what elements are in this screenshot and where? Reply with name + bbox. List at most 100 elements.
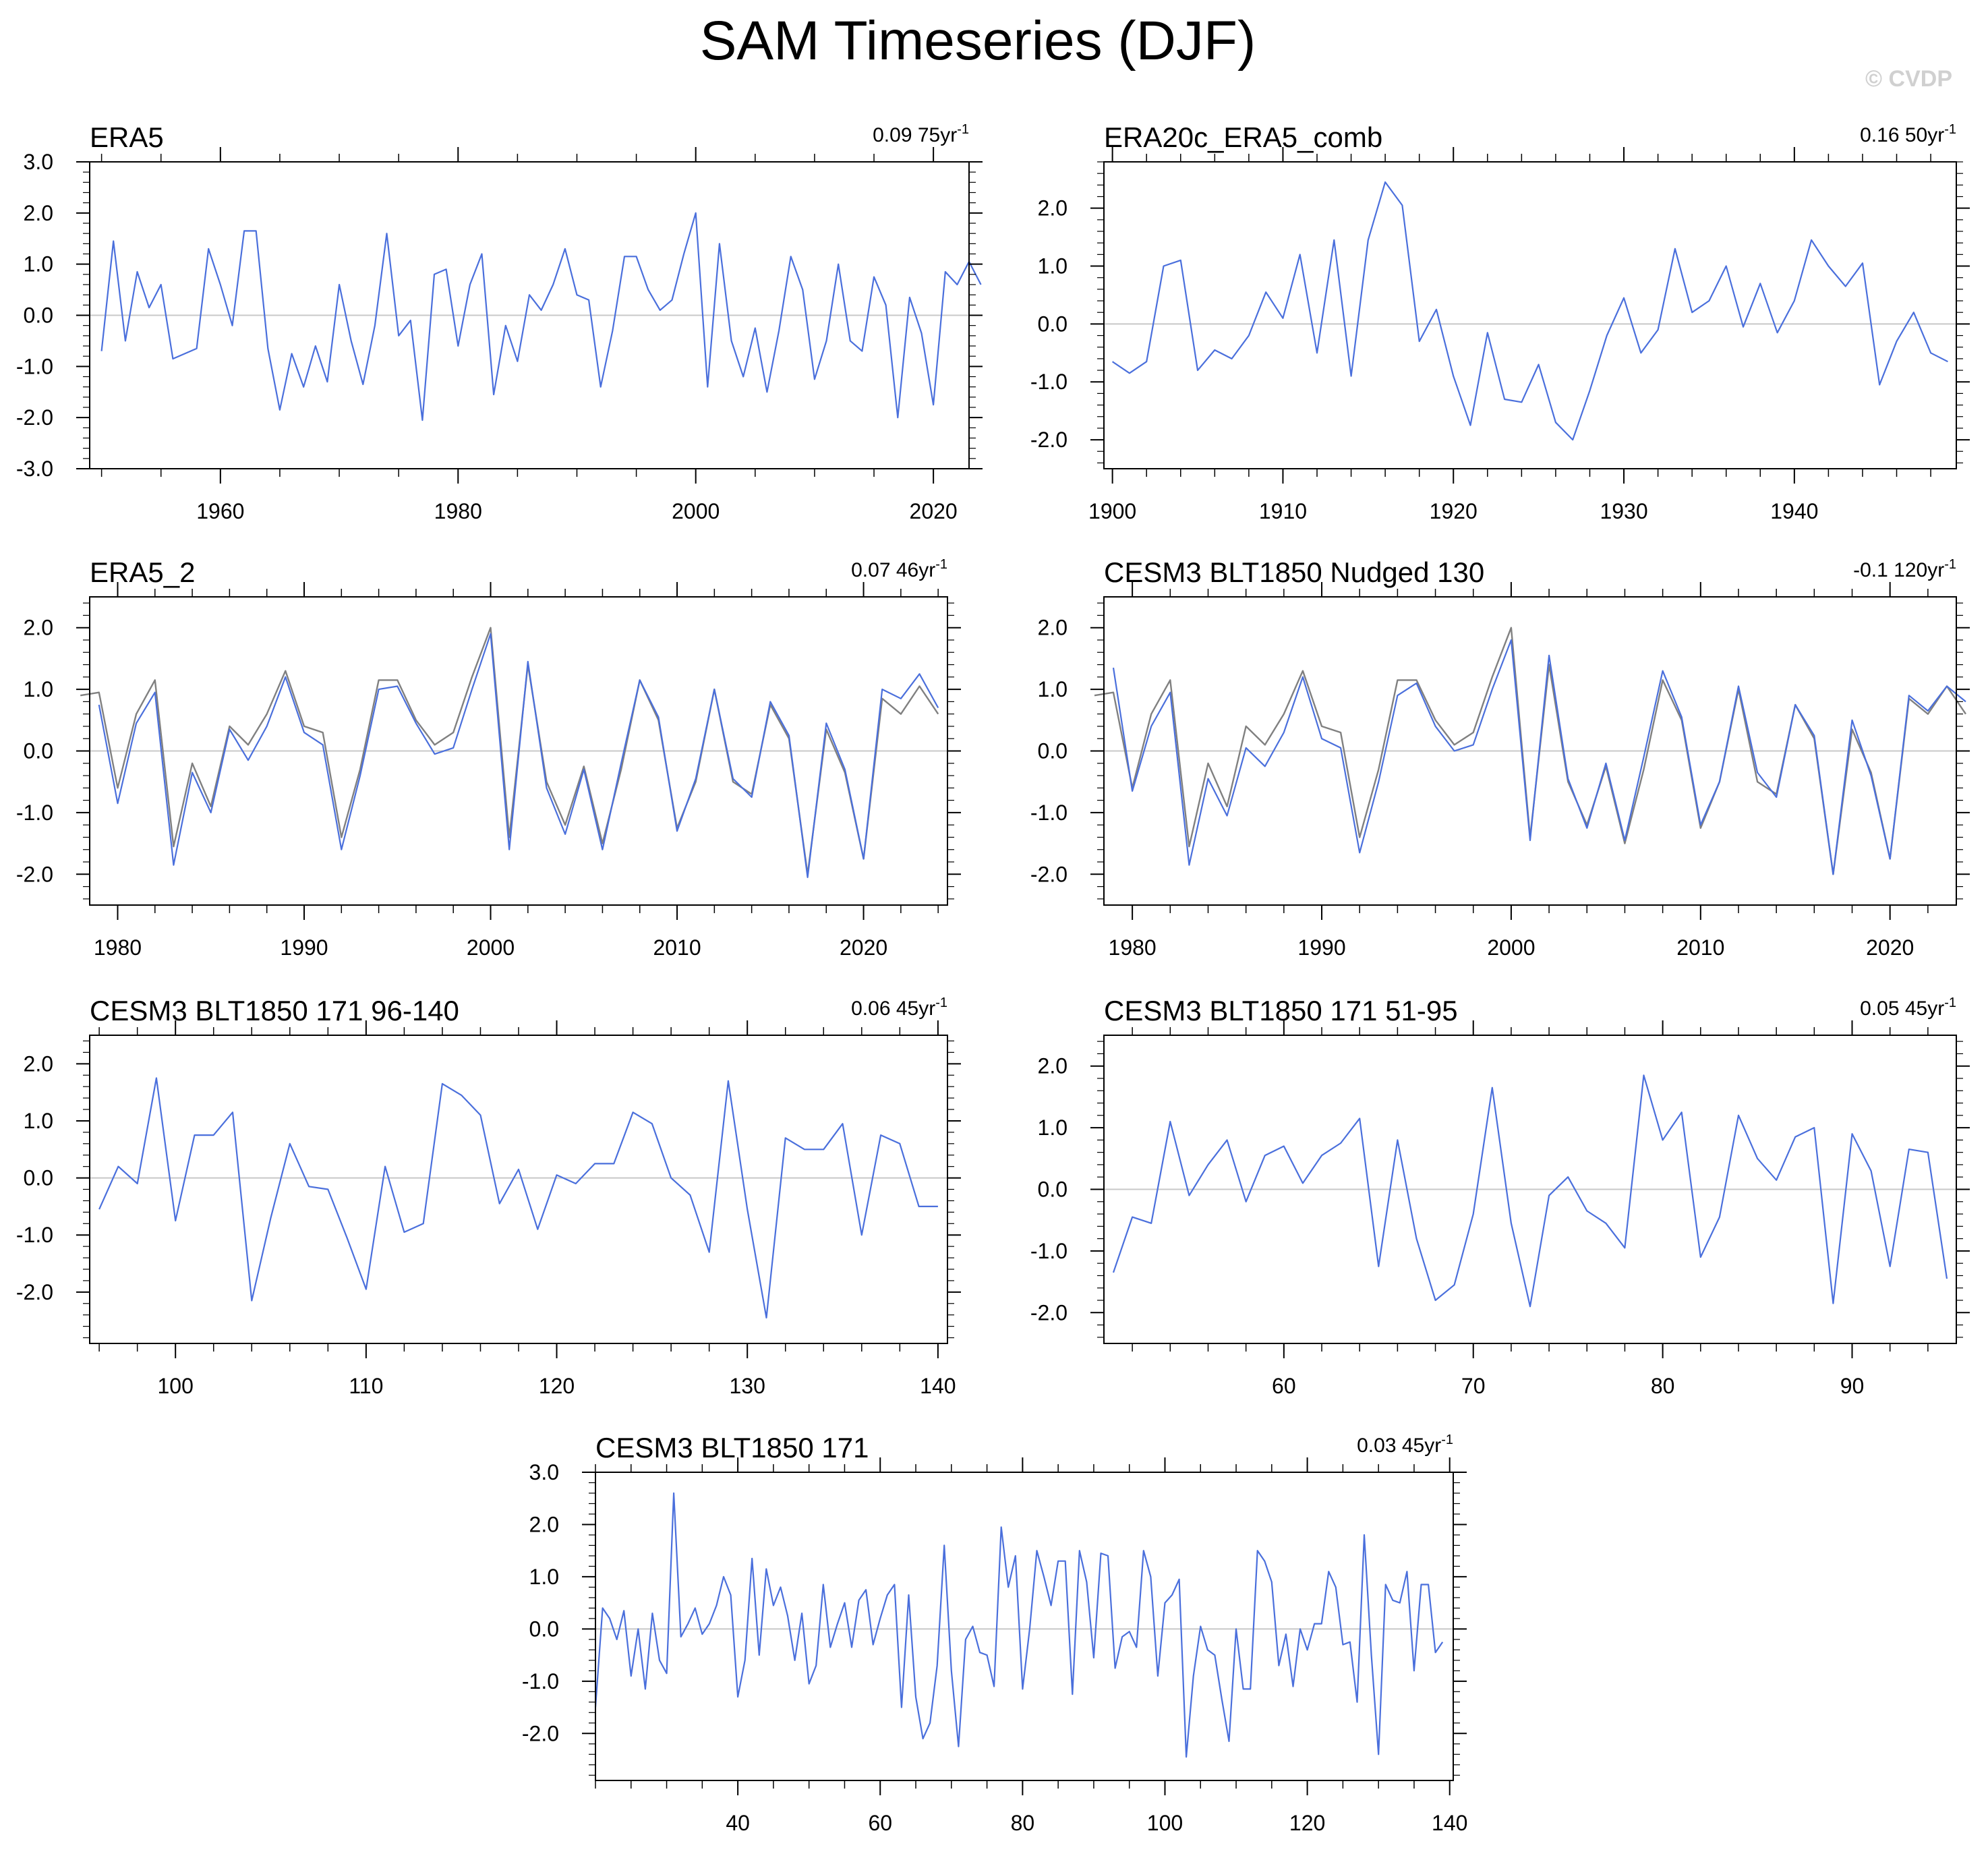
model-series-line (100, 212, 982, 422)
trend-label: 0.03 45yr-1 (1357, 1432, 1453, 1457)
x-tick-label: 2000 (672, 499, 720, 523)
x-tick-label: 1940 (1770, 499, 1818, 523)
x-tick-label: 140 (1432, 1811, 1467, 1835)
y-tick-label: -1.0 (16, 1223, 53, 1247)
trend-label: 0.06 45yr-1 (851, 995, 947, 1020)
x-tick-label: 1980 (1109, 935, 1157, 960)
x-tick-label: 40 (726, 1811, 750, 1835)
x-tick-label: 1900 (1088, 499, 1136, 523)
x-tick-label: 60 (868, 1811, 892, 1835)
y-tick-label: 0.0 (529, 1617, 559, 1641)
y-tick-label: -3.0 (16, 457, 53, 481)
y-tick-label: -2.0 (1030, 1300, 1068, 1325)
x-tick-label: 80 (1651, 1374, 1675, 1398)
trend-label: 0.07 46yr-1 (851, 557, 947, 581)
x-tick-label: 100 (1147, 1811, 1183, 1835)
y-tick-label: 2.0 (529, 1512, 559, 1536)
main-title: SAM Timeseries (DJF) (700, 10, 1256, 71)
x-tick-label: 2020 (1866, 935, 1914, 960)
model-series-line (1112, 639, 1966, 875)
x-tick-label: 1980 (94, 935, 142, 960)
model-series-line (98, 633, 939, 879)
y-tick-label: 1.0 (24, 1109, 53, 1133)
x-tick-label: 2010 (653, 935, 701, 960)
trend-label: 0.16 50yr-1 (1860, 122, 1956, 146)
y-tick-label: 0.0 (1038, 312, 1068, 336)
x-tick-label: 120 (539, 1374, 575, 1398)
y-tick-label: 0.0 (24, 1166, 53, 1190)
chart-panel: CESM3 BLT1850 Nudged 130 -0.1 120yr-1 1980… (1030, 556, 1970, 960)
chart-panel: ERA5 0.09 75yr-1 1960 1980 2000 2020 -3.0 -2.0 -… (16, 121, 983, 523)
panel-title: CESM3 BLT1850 171 (595, 1432, 869, 1463)
y-tick-label: 2.0 (1038, 616, 1068, 640)
x-tick-label: 120 (1289, 1811, 1325, 1835)
chart-panel: CESM3 BLT1850 171 96-140 0.06 45yr-1 100 11… (16, 995, 961, 1398)
panel-title: ERA5 (90, 121, 164, 153)
y-tick-label: 1.0 (24, 252, 53, 277)
panel-title: ERA5_2 (90, 556, 195, 588)
y-tick-label: -2.0 (1030, 862, 1068, 886)
y-tick-label: 2.0 (24, 616, 53, 640)
y-tick-label: 0.0 (1038, 1178, 1068, 1202)
y-tick-label: 2.0 (24, 1051, 53, 1076)
x-tick-label: 90 (1840, 1374, 1865, 1398)
x-tick-label: 1910 (1259, 499, 1307, 523)
x-tick-label: 80 (1011, 1811, 1035, 1835)
x-tick-label: 100 (158, 1374, 194, 1398)
y-tick-label: 1.0 (1038, 254, 1068, 279)
y-tick-label: 2.0 (24, 201, 53, 225)
y-tick-label: 0.0 (1038, 739, 1068, 763)
x-tick-label: 110 (349, 1374, 383, 1398)
plot-frame (89, 1035, 948, 1344)
x-tick-label: 1990 (1297, 935, 1345, 960)
chart-panel: ERA20c_ERA5_comb 0.16 50yr-1 1900 1910 1920 1… (1030, 121, 1970, 523)
y-tick-label: -1.0 (1030, 370, 1068, 394)
x-tick-label: 2020 (840, 935, 887, 960)
x-tick-label: 70 (1461, 1374, 1486, 1398)
plot-frame (1103, 161, 1957, 469)
model-series-line (1111, 181, 1948, 441)
y-tick-label: -2.0 (522, 1721, 559, 1745)
y-tick-label: -1.0 (1030, 801, 1068, 825)
trend-label: -0.1 120yr-1 (1853, 557, 1956, 581)
x-tick-label: 1920 (1430, 499, 1478, 523)
x-tick-label: 2020 (910, 499, 958, 523)
y-tick-label: 0.0 (24, 739, 53, 763)
chart-panel: ERA5_2 0.07 46yr-1 1980 1990 2000 2010 2020 -2.… (16, 556, 961, 960)
y-tick-label: 1.0 (529, 1565, 559, 1589)
y-tick-label: 3.0 (24, 150, 53, 174)
panel-title: CESM3 BLT1850 171 96-140 (90, 995, 459, 1026)
model-series-line (1112, 1074, 1948, 1308)
y-tick-label: -2.0 (1030, 428, 1068, 452)
y-tick-label: -1.0 (16, 801, 53, 825)
trend-label: 0.09 75yr-1 (873, 122, 969, 146)
y-tick-label: -1.0 (16, 354, 53, 378)
cvdp-watermark: © CVDP (1865, 66, 1952, 92)
x-tick-label: 60 (1272, 1374, 1296, 1398)
model-series-line (594, 1492, 1444, 1758)
x-tick-label: 1960 (196, 499, 244, 523)
y-tick-label: -2.0 (16, 862, 53, 886)
model-series-line (98, 1077, 938, 1319)
panel-title: CESM3 BLT1850 Nudged 130 (1104, 556, 1484, 588)
y-tick-label: 3.0 (529, 1460, 559, 1484)
panel-title: ERA20c_ERA5_comb (1104, 121, 1382, 153)
y-tick-label: 1.0 (1038, 1115, 1068, 1140)
plot-frame (595, 1472, 1454, 1781)
y-tick-label: 2.0 (1038, 1054, 1068, 1078)
chart-panels: ERA5 0.09 75yr-1 1960 1980 2000 2020 -3.0 -2.0 -… (16, 121, 1970, 1835)
panel-title: CESM3 BLT1850 171 51-95 (1104, 995, 1458, 1026)
y-tick-label: 0.0 (24, 303, 53, 328)
y-tick-label: -1.0 (1030, 1239, 1068, 1263)
trend-label: 0.05 45yr-1 (1860, 995, 1956, 1020)
y-tick-label: -2.0 (16, 405, 53, 430)
x-tick-label: 1980 (434, 499, 482, 523)
y-tick-label: 1.0 (1038, 677, 1068, 701)
chart-panel: CESM3 BLT1850 171 0.03 45yr-1 40 60 80 100 120… (522, 1432, 1468, 1835)
y-tick-label: 1.0 (24, 677, 53, 701)
x-tick-label: 2000 (1487, 935, 1535, 960)
x-tick-label: 1990 (280, 935, 328, 960)
x-tick-label: 2010 (1676, 935, 1724, 960)
x-tick-label: 2000 (467, 935, 515, 960)
